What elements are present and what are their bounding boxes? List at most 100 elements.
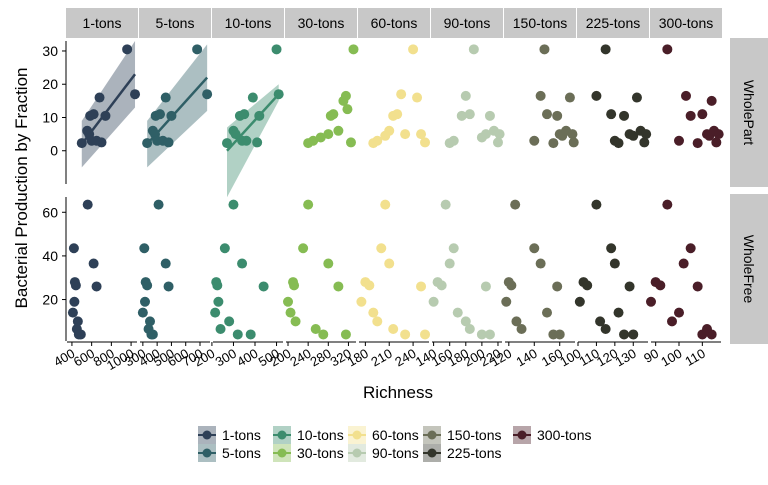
data-point [631,92,642,103]
data-point [655,280,666,291]
data-point [535,90,546,101]
data-point [384,125,395,136]
data-point [460,316,471,327]
y-tick-label: 20 [42,292,58,308]
data-point [388,324,399,334]
data-point [271,44,282,55]
x-tick-label: 110 [682,346,707,369]
data-point [241,135,252,146]
data-point [552,110,563,121]
legend-item: 300-tons [513,426,591,444]
data-point [315,132,326,143]
column-strip [577,8,649,38]
data-point [82,199,93,210]
legend-key-point [352,430,362,440]
data-point [706,95,717,106]
legend-item: 10-tons [273,426,344,444]
x-tick-label: 180 [345,346,371,370]
data-point [674,307,684,318]
data-point [273,89,284,100]
data-point [290,316,301,327]
data-point [91,281,102,292]
data-point [484,110,495,121]
data-point [713,129,724,140]
data-point [606,243,617,254]
legend-item: 150-tons [423,426,501,444]
data-point [285,307,296,318]
data-point [72,316,83,327]
data-point [464,109,475,120]
legend-item: 60-tons [348,426,419,444]
data-point [480,281,491,292]
data-point [460,90,471,101]
data-point [456,110,467,121]
panel-10-tons-WholePart [222,44,284,198]
panel-150-tons-WholeFree [501,199,565,340]
data-point [613,307,624,318]
column-strip [431,8,503,38]
data-point [289,280,300,291]
data-point [303,199,314,210]
data-point [567,129,578,140]
legend-key-point [427,448,437,458]
legend-item: 5-tons [198,444,261,462]
x-axis-title: Richness [363,383,433,402]
data-point [340,329,351,340]
data-point [232,329,243,340]
data-point [400,129,411,140]
y-tick-label: 10 [42,109,58,125]
data-point [484,329,495,340]
data-point [416,129,427,140]
confidence-band [147,44,208,168]
confidence-band [81,41,136,168]
legend-item: 30-tons [273,444,344,462]
panel-300-tons-WholeFree [646,199,717,340]
data-point [628,130,639,141]
data-point [376,243,387,254]
panel-225-tons-WholePart [591,44,652,149]
panel-5-tons-WholeFree [137,199,174,340]
data-point [554,329,565,340]
data-point [600,44,611,55]
data-point [662,44,673,55]
data-point [283,296,294,307]
data-point [222,138,232,149]
legend-item: 90-tons [348,444,419,462]
panel-30-tons-WholePart [303,44,359,149]
data-point [539,44,550,55]
data-point [501,296,512,307]
data-point [328,109,339,120]
data-point [476,329,487,340]
data-point [428,296,439,307]
data-point [308,135,319,146]
legend-item: 1-tons [198,426,261,444]
data-point [372,316,383,327]
data-point [384,258,395,269]
panel-225-tons-WholeFree [574,199,639,340]
row-strip [730,194,768,344]
data-point [392,109,403,120]
data-point [68,243,79,254]
data-point [678,258,689,269]
panel-90-tons-WholePart [444,44,505,149]
data-point [210,307,221,318]
data-point [239,109,250,120]
data-point [245,329,256,340]
data-point [142,280,153,291]
data-point [380,199,391,210]
data-point [510,199,521,210]
y-tick-label: 30 [42,43,58,59]
data-point [697,109,708,120]
column-strip-label: 300-tons [659,15,713,31]
data-point [408,44,419,55]
data-point [333,281,344,292]
data-point [574,296,585,307]
column-strip-label: 90-tons [444,15,491,31]
data-point [348,44,359,55]
legend-key-point [427,430,437,440]
row-strip [730,38,768,187]
data-point [298,243,309,254]
data-point [247,92,258,103]
